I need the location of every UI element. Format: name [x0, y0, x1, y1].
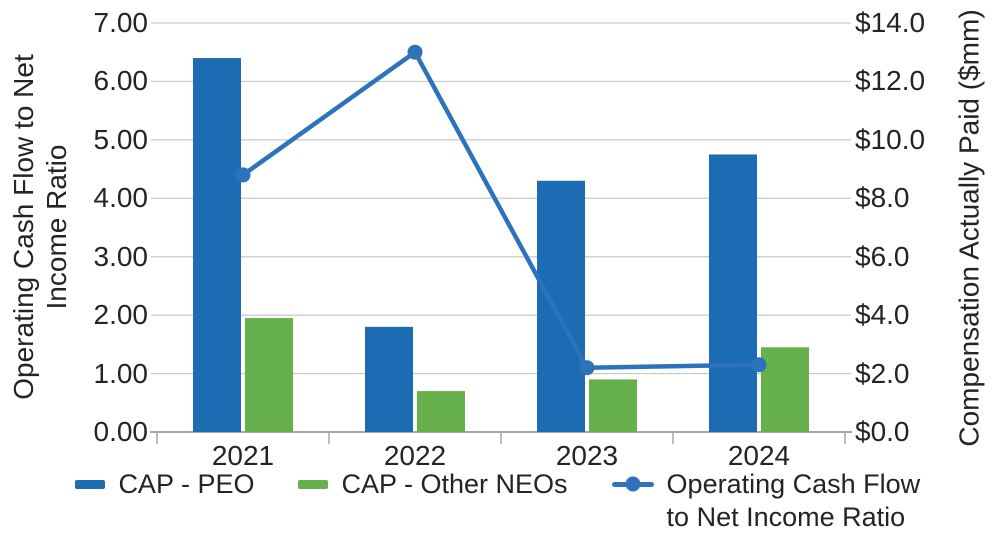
- legend-label-ratio: Operating Cash Flow to Net Income Ratio: [666, 469, 921, 532]
- bar-2023-cap-peo: [537, 180, 585, 432]
- ratio-marker-2023: [579, 360, 595, 376]
- x-axis-label-2022: 2022: [383, 440, 447, 471]
- left-axis-tick-label: 0.00: [93, 416, 149, 447]
- left-axis-tick-label: 6.00: [93, 65, 149, 97]
- ratio-line-swatch-dot: [625, 476, 641, 492]
- ratio-marker-2024: [751, 357, 767, 373]
- chart-legend: CAP - PEO CAP - Other NEOs Operating Cas…: [0, 468, 1000, 534]
- plot-area: [150, 22, 852, 444]
- left-axis-tick-label: 2.00: [93, 299, 149, 331]
- right-axis-tick-label: $2.0: [855, 357, 910, 389]
- x-axis-label-2023: 2023: [555, 440, 619, 471]
- bar-2021-cap-peo: [193, 58, 241, 433]
- right-axis-tick-label: $8.0: [855, 182, 910, 214]
- left-axis-tick-label: 7.00: [93, 7, 149, 38]
- legend-item-cap-peo: CAP - PEO: [75, 468, 254, 501]
- cap-peo-swatch-icon: [75, 480, 106, 489]
- legend-label-cap-peo: CAP - PEO: [118, 469, 255, 499]
- right-axis-tick-label: $0.0: [855, 416, 910, 447]
- legend-item-ratio: Operating Cash Flow to Net Income Ratio: [611, 468, 925, 534]
- right-axis-tick-label: $4.0: [855, 299, 910, 331]
- ratio-line: [241, 49, 760, 370]
- right-axis-tick-label: $14.0: [855, 7, 926, 38]
- cap-other-neos-swatch-icon: [298, 480, 329, 489]
- bar-2023-cap-other-neos: [589, 379, 637, 432]
- right-axis-tick-label: $12.0: [855, 65, 926, 97]
- left-axis-tick-label: 4.00: [93, 182, 149, 214]
- left-axis-tick-label: 3.00: [93, 240, 149, 272]
- ratio-marker-2022: [407, 44, 423, 60]
- ratio-line-marker-icon: [611, 468, 654, 501]
- left-axis-tick-label: 5.00: [93, 123, 149, 155]
- legend-item-cap-other-neos: CAP - Other NEOs: [298, 468, 568, 501]
- right-axis-tick-label: $6.0: [855, 240, 910, 272]
- left-axis-tick-label: 1.00: [93, 357, 149, 389]
- right-axis-tick-label: $10.0: [855, 123, 926, 155]
- bar-2022-cap-other-neos: [417, 391, 465, 432]
- ratio-marker-2021: [235, 167, 251, 183]
- bar-2024-cap-other-neos: [761, 347, 809, 432]
- legend-label-cap-other-neos: CAP - Other NEOs: [341, 469, 568, 499]
- bar-2022-cap-peo: [365, 326, 413, 432]
- x-axis-label-2021: 2021: [211, 440, 275, 471]
- bar-2021-cap-other-neos: [245, 318, 293, 432]
- bar-2024-cap-peo: [709, 154, 757, 432]
- x-axis-label-2024: 2024: [727, 440, 791, 471]
